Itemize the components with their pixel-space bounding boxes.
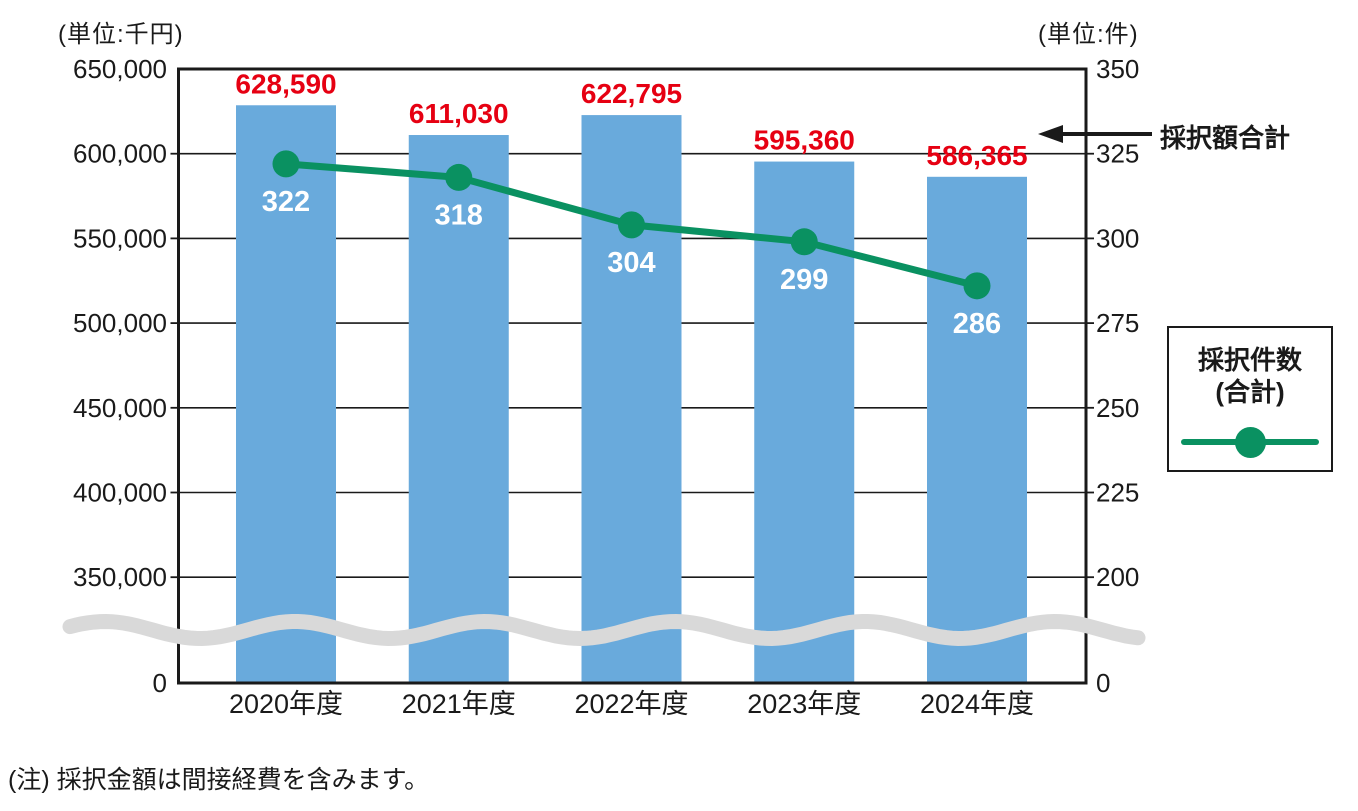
line-point [790,228,818,256]
left-tick-label: 500,000 [73,308,167,338]
right-tick-label: 250 [1096,393,1139,423]
left-tick-label: 400,000 [73,478,167,508]
annotation-label: 採択額合計 [1160,123,1291,153]
bar-value-label: 595,360 [754,125,855,156]
legend-title-line2: (合計) [1215,377,1285,407]
right-zero-label: 0 [1096,668,1110,698]
point-value-label: 304 [607,247,655,279]
line-point [445,163,473,191]
right-tick-label: 275 [1096,308,1139,338]
chart-footnote: (注) 採択金額は間接経費を含みます。 [8,766,430,794]
point-value-label: 286 [953,308,1001,340]
bar-2021年度 [408,135,509,683]
bar-value-label: 628,590 [235,68,336,99]
line-point [963,272,991,300]
line-point [272,150,300,178]
line-point [618,211,645,239]
x-tick-label: 2023年度 [747,689,861,719]
left-axis-unit-label: (単位:千円) [58,21,184,48]
legend-box: 採択件数 (合計) [1167,326,1333,472]
legend-title-line1: 採択件数 [1197,345,1302,375]
point-value-label: 318 [435,199,483,231]
bar-2024年度 [927,176,1027,684]
left-tick-label: 650,000 [73,54,167,84]
bar-value-label: 611,030 [409,98,509,129]
point-value-label: 299 [780,264,828,296]
left-tick-label: 550,000 [73,223,167,253]
left-tick-label: 350,000 [73,562,167,592]
right-tick-label: 325 [1096,139,1139,169]
x-tick-label: 2024年度 [920,689,1034,719]
right-tick-label: 300 [1096,223,1139,253]
left-tick-label: 450,000 [73,393,167,423]
bar-value-label: 622,795 [581,78,682,109]
bar-2020年度 [236,105,336,683]
left-tick-label: 600,000 [73,139,167,169]
annotation-arrow-head [1038,125,1063,143]
legend-point-swatch [1234,426,1266,458]
legend-marker [1181,424,1319,460]
x-tick-label: 2021年度 [402,689,516,719]
left-zero-label: 0 [153,668,167,698]
right-tick-label: 200 [1096,562,1139,592]
x-tick-label: 2022年度 [574,689,688,719]
bar-2022年度 [581,115,682,684]
right-axis-unit-label: (単位:件) [1038,21,1139,48]
right-tick-label: 225 [1096,478,1139,508]
axis-break-wave [62,613,1146,647]
x-tick-label: 2020年度 [229,689,343,719]
bar-value-label: 586,365 [926,140,1027,171]
right-tick-label: 350 [1096,54,1139,84]
point-value-label: 322 [262,186,310,218]
